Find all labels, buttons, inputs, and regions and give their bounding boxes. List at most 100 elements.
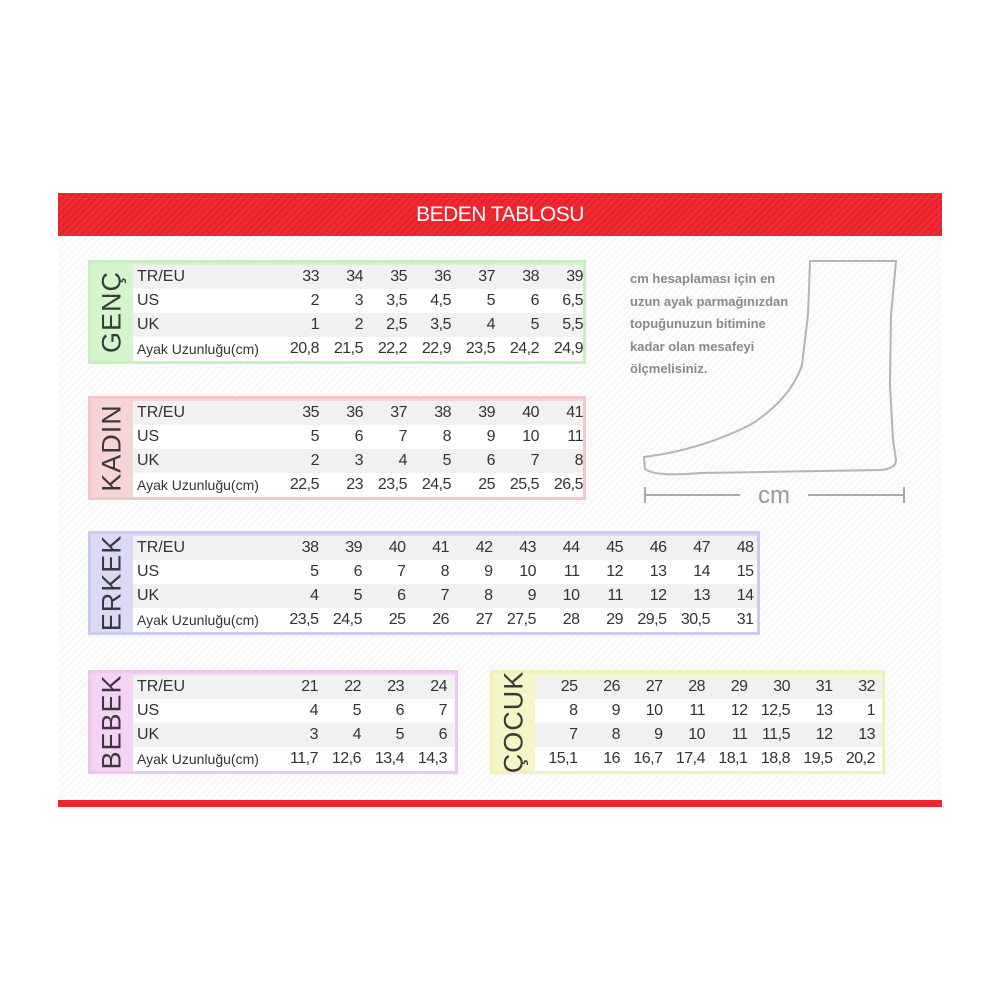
category-label-text: GENÇ [96,270,127,354]
table-cell: 23,5 [289,611,319,628]
category-label: GENÇ [91,263,133,361]
table-cell: 26 [432,611,449,628]
table-cell: 11 [567,428,583,445]
table-cell: 9 [484,563,493,580]
table-cell: 26,5 [553,476,584,493]
table-body: 25 26 27 28 29 30 31 32 8 9 10 11 12 12,5 13 1 7 8 9 10 11 11… [535,673,882,771]
table-cell: 34 [346,268,363,285]
table-cell: 47 [693,539,710,556]
table-row: US 2 3 3,5 4,5 5 6 6,5 [133,289,584,313]
table-cell: 5 [353,587,363,604]
table-cell: 16 [603,750,620,767]
table-cell: 13 [693,587,710,604]
table-cell: 27 [475,611,493,628]
table-row: UK 1 2 2,5 3,5 4 5 5,5 [133,313,584,337]
table-row: US 5 6 7 8 9 10 11 [133,425,584,449]
table-cell: 48 [736,539,754,556]
row-label: US [137,428,160,445]
table-cell: 39 [345,539,362,556]
table-cell: 31 [736,611,754,628]
table-row: US 4 5 6 7 [133,699,455,723]
size-table-kadin: KADIN TR/EU 35 36 37 38 39 40 41 US 5 6 7 8 9 10 11 UK 2 3 4… [88,396,586,500]
table-cell: 13 [815,702,833,719]
table-cell: 3 [309,726,319,743]
note-line: uzun ayak parmağınızdan [630,293,789,309]
table-row: 25 26 27 28 29 30 31 32 [535,675,882,699]
table-cell: 6 [530,292,540,309]
table-cell: 29,5 [637,611,667,628]
table-cell: 6 [353,563,363,580]
table-cell: 2 [310,452,320,469]
table-cell: 4 [309,702,319,719]
table-cell: 8 [440,563,450,580]
table-cell: 3 [354,292,364,309]
table-cell: 28 [688,678,705,695]
footer-bar [58,800,942,807]
table-cell: 16,7 [633,750,663,767]
table-cell: 3,5 [386,292,407,309]
table-cell: 12,5 [760,702,791,719]
table-cell: 3 [354,452,364,469]
page-title: BEDEN TABLOSU [58,193,942,236]
table-row: Ayak Uzunluğu(cm) 23,5 24,5 25 26 27 27,5 28 29 2… [133,608,757,632]
table-cell: 5 [310,428,320,445]
table-row: TR/EU 21 22 23 24 [133,675,455,699]
table-cell: 2 [354,316,364,333]
table-cell: 2 [310,292,320,309]
table-cell: 22 [344,678,361,695]
table-cell: 29 [606,611,623,628]
table-cell: 4 [352,726,362,743]
row-label: US [137,292,160,309]
table-cell: 39 [566,268,583,285]
table-cell: 9 [611,702,621,719]
table-cell: 24 [430,678,447,695]
table-cell: 29 [730,678,748,695]
table-cell: 25 [478,476,495,493]
table-cell: 9 [527,587,537,604]
table-row: 7 8 9 10 11 11,5 12 13 [535,723,882,747]
table-cell: 6 [397,587,406,604]
row-label: UK [137,316,160,333]
table-cell: 46 [649,539,667,556]
table-cell: 36 [346,404,363,421]
table-cell: 9 [486,428,496,445]
table-cell: 6 [395,702,405,719]
table-row: TR/EU 35 36 37 38 39 40 41 [133,401,584,425]
table-cell: 39 [478,404,495,421]
note-line: cm hesaplaması için en [630,271,776,286]
table-row: Ayak Uzunluğu(cm) 11,7 12,6 13,4 14,3 [133,747,455,771]
table-cell: 7 [569,726,578,743]
foot-outline-icon [642,260,898,476]
table-cell: 35 [302,404,319,421]
table-cell: 15 [736,563,754,580]
row-label: Ayak Uzunluğu(cm) [137,477,259,493]
table-cell: 15,1 [548,750,578,767]
table-cell: 38 [301,539,319,556]
table-cell: 11 [607,587,623,604]
table-row: US 5 6 7 8 9 10 11 12 13 14 15 [133,560,757,584]
table-cell: 42 [475,539,493,556]
table-row: TR/EU 33 34 35 36 37 38 39 [133,265,584,289]
table-cell: 20,8 [289,340,320,357]
table-cell: 6 [486,452,496,469]
table-cell: 23,5 [377,476,408,493]
table-cell: 7 [398,428,408,445]
table-cell: 8 [574,452,584,469]
note-line: ölçmelisiniz. [630,361,708,376]
table-row: 15,1 16 16,7 17,4 18,1 18,8 19,5 20,2 [535,747,882,771]
table-cell: 4 [486,316,496,333]
table-row: Ayak Uzunluğu(cm) 20,8 21,5 22,2 22,9 23,5 24,… [133,337,584,361]
table-cell: 32 [858,678,875,695]
table-cell: 13 [858,726,875,743]
table-cell: 40 [522,404,539,421]
table-row: UK 4 5 6 7 8 9 10 11 12 13 14 [133,584,757,608]
category-label: ÇOCUK [493,671,535,774]
table-cell: 28 [562,611,580,628]
table-cell: 12 [815,726,833,743]
table-cell: 30,5 [680,611,711,628]
table-cell: 13,4 [374,750,405,767]
table-cell: 5 [530,316,540,333]
foot-illustration: cm [642,260,905,509]
table-cell: 6 [354,428,364,445]
table-body: TR/EU 21 22 23 24 US 4 5 6 7 UK 3 4 5 6 Ayak Uzunluğu(c… [133,673,455,771]
